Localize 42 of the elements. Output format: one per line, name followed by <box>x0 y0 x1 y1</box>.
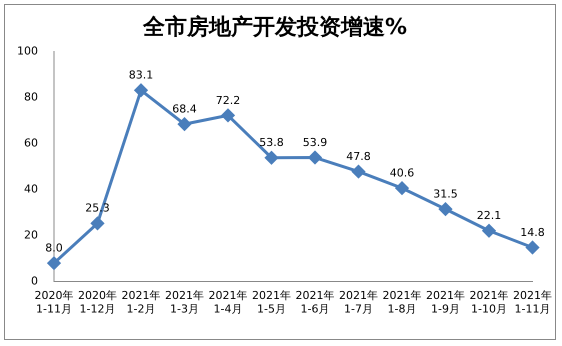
x-tick-label: 2021年 1-4月 <box>208 289 248 316</box>
data-label: 14.8 <box>520 226 545 239</box>
data-label: 83.1 <box>128 68 154 82</box>
point <box>134 84 148 97</box>
point <box>47 256 60 270</box>
point <box>439 202 452 216</box>
y-tick-label: 100 <box>16 44 38 58</box>
point <box>526 241 540 254</box>
x-tick-label: 2021年 1-8月 <box>382 289 422 316</box>
data-label: 8.0 <box>45 242 63 255</box>
x-tick-label: 2021年 1-10月 <box>470 289 508 316</box>
data-label: 53.9 <box>302 136 328 149</box>
y-tick-label: 40 <box>24 182 38 196</box>
data-label: 53.8 <box>259 136 284 150</box>
x-tick-label: 2020年 1-11月 <box>34 289 74 316</box>
x-tick-label: 2021年 1-5月 <box>252 289 291 316</box>
x-tick-label: 2021年 1-6月 <box>296 289 334 316</box>
data-label: 47.8 <box>346 150 371 163</box>
point <box>178 118 191 131</box>
y-tick-label: 80 <box>24 90 38 104</box>
data-label: 31.5 <box>433 187 458 200</box>
y-tick-label: 20 <box>24 228 38 242</box>
x-tick-label: 2021年 1-9月 <box>426 289 465 316</box>
point <box>482 224 496 238</box>
x-tick-label: 2021年 1-11月 <box>513 289 552 316</box>
point <box>90 216 104 230</box>
x-tick-label: 2021年 1-3月 <box>165 289 204 316</box>
point <box>352 165 365 178</box>
point <box>265 151 278 164</box>
point <box>222 108 234 122</box>
x-tick-label: 2020年 1-12月 <box>78 289 117 316</box>
point <box>308 151 322 164</box>
chart-title: 全市房地产开发投资增速% <box>142 14 408 40</box>
point <box>396 182 408 195</box>
data-label: 68.4 <box>172 102 197 116</box>
y-tick-label: 0 <box>30 274 38 288</box>
data-label: 40.6 <box>390 166 414 180</box>
x-tick-label: 2021年 1-7月 <box>339 289 378 316</box>
data-label: 22.1 <box>476 209 502 222</box>
y-tick-label: 60 <box>24 136 38 150</box>
data-label: 72.2 <box>216 94 240 107</box>
x-tick-label: 2021年 1-2月 <box>121 289 160 316</box>
